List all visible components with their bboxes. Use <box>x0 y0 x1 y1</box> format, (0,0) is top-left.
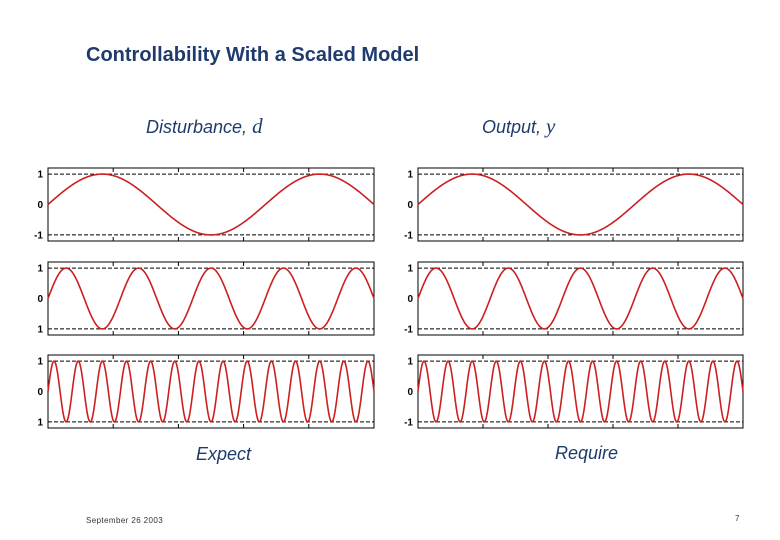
panel-frame-output-1 <box>417 167 744 242</box>
disturbance-symbol: d <box>252 114 263 138</box>
y-tick-label-disturbance-3-2: 1 <box>37 417 43 428</box>
output-symbol: y <box>546 114 556 138</box>
y-tick-label-output-3-1: 0 <box>407 387 413 398</box>
disturbance-header: Disturbance, d <box>146 114 263 139</box>
y-tick-label-disturbance-2-2: 1 <box>37 324 43 335</box>
expect-caption: Expect <box>196 444 252 464</box>
sine-wave-disturbance-3 <box>47 360 375 423</box>
disturbance-header-text: Disturbance, <box>146 117 253 137</box>
sine-wave-output-3 <box>417 360 744 423</box>
y-tick-label-output-3-2: -1 <box>404 417 413 428</box>
panel-frame-output-2 <box>417 261 744 336</box>
y-tick-label-disturbance-2-0: 1 <box>37 264 43 275</box>
output-header-text: Output, <box>482 117 547 137</box>
panel-frame-disturbance-2 <box>47 261 375 336</box>
y-tick-label-disturbance-1-0: 1 <box>37 170 43 181</box>
y-tick-label-output-1-2: -1 <box>404 230 413 241</box>
output-header: Output, y <box>482 114 555 139</box>
y-tick-label-disturbance-3-0: 1 <box>37 357 43 368</box>
footer-date: September 26 2003 <box>86 516 164 525</box>
y-tick-label-output-2-2: -1 <box>404 324 413 335</box>
y-tick-label-output-3-0: 1 <box>407 357 413 368</box>
y-tick-label-disturbance-3-1: 0 <box>37 387 43 398</box>
y-tick-label-output-1-1: 0 <box>407 200 413 211</box>
y-tick-label-output-2-1: 0 <box>407 294 413 305</box>
y-tick-label-output-1-0: 1 <box>407 170 413 181</box>
y-tick-label-disturbance-2-1: 0 <box>37 294 43 305</box>
footer-page-number: 7 <box>735 514 740 523</box>
require-caption: Require <box>555 443 619 463</box>
y-tick-label-output-2-0: 1 <box>407 264 413 275</box>
sine-wave-disturbance-1 <box>47 173 375 236</box>
sine-wave-disturbance-2 <box>47 267 375 330</box>
slide-title: Controllability With a Scaled Model <box>86 44 420 66</box>
panel-frame-disturbance-1 <box>47 167 375 242</box>
panel-frame-disturbance-3 <box>47 354 375 429</box>
y-tick-label-disturbance-1-1: 0 <box>37 200 43 211</box>
y-tick-label-disturbance-1-2: -1 <box>34 230 43 241</box>
sine-wave-output-2 <box>417 267 744 330</box>
sine-wave-output-1 <box>417 173 744 236</box>
